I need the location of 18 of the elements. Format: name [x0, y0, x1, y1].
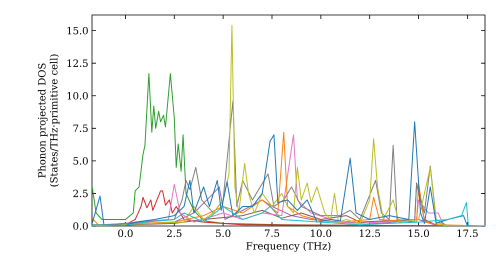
y-axis-title: Phonon projected DOS (States/THz·primitive cell) — [38, 54, 60, 186]
y-tick-label: 0.0 — [73, 222, 88, 230]
x-tick-label: 10.0 — [310, 230, 332, 238]
x-axis-title: Frequency (THz) — [246, 242, 330, 252]
x-tick-label: 5.0 — [216, 230, 230, 238]
y-tick-label: 12.5 — [68, 59, 88, 67]
x-tick-label: 12.5 — [360, 230, 380, 238]
x-tick-label: 2.5 — [167, 230, 182, 238]
y-tick-label: 5.0 — [73, 157, 88, 165]
x-tick-label: 0.0 — [118, 230, 133, 238]
y-tick-label: 2.5 — [73, 190, 88, 198]
x-tick-label: 15.0 — [408, 230, 429, 238]
y-tick-label: 15.0 — [68, 26, 88, 34]
y-tick-label: 7.5 — [73, 124, 88, 132]
x-tick-label: 7.5 — [264, 230, 280, 237]
y-tick-label: 10.0 — [68, 92, 88, 100]
line-series — [92, 202, 486, 226]
x-tick-label: 17.5 — [458, 230, 478, 238]
